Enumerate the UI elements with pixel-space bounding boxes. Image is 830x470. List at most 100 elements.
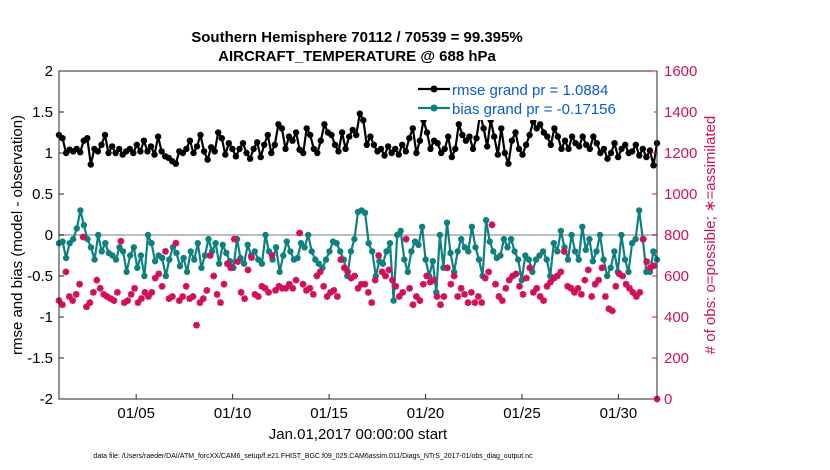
bias-point <box>194 240 201 247</box>
bias-point <box>475 256 483 263</box>
obs-point <box>481 274 489 282</box>
obs-point <box>351 272 359 280</box>
rmse-point <box>406 135 413 142</box>
bias-point <box>102 240 109 247</box>
bias-point <box>244 241 251 248</box>
rmse-point <box>632 141 639 148</box>
obs-point <box>155 270 163 278</box>
rmse-point <box>494 151 501 158</box>
bias-point <box>262 231 269 239</box>
obs-point <box>217 299 224 307</box>
rmse-point <box>264 131 271 139</box>
rmse-point <box>222 151 229 158</box>
obs-point <box>409 301 417 309</box>
rmse-point <box>321 121 328 128</box>
bias-point <box>361 209 369 217</box>
bias-point <box>62 254 70 262</box>
obs-point <box>210 272 218 280</box>
bias-point <box>127 252 134 259</box>
bias-point <box>95 231 102 239</box>
right-tick-label: 1200 <box>664 145 697 162</box>
bias-point <box>390 297 397 304</box>
rmse-point <box>537 121 544 128</box>
rmse-point <box>94 148 102 155</box>
bias-point <box>600 256 607 263</box>
bias-point <box>529 268 536 276</box>
obs-point <box>488 221 496 229</box>
left-tick-label: 0 <box>45 227 53 244</box>
rmse-point <box>381 152 388 159</box>
rmse-point <box>204 156 211 163</box>
bias-point <box>404 268 411 276</box>
rmse-point <box>568 133 576 140</box>
y-axis-left-label: rmse and bias (model - observation) <box>9 115 26 355</box>
obs-point <box>193 321 200 329</box>
rmse-point <box>257 153 264 161</box>
bias-point <box>415 241 422 248</box>
obs-point <box>189 293 197 300</box>
bias-point <box>454 248 461 255</box>
left-tick-label: 1.5 <box>32 104 53 121</box>
bias-point <box>554 248 561 255</box>
obs-point <box>450 272 458 280</box>
bias-point <box>173 249 180 257</box>
bias-point <box>180 254 187 262</box>
rmse-point <box>363 141 370 148</box>
obs-point <box>560 247 568 255</box>
rmse-point <box>254 139 261 146</box>
obs-point <box>296 229 304 237</box>
bias-point <box>490 248 497 255</box>
rmse-point <box>455 121 462 128</box>
rmse-point <box>646 147 654 154</box>
rmse-point <box>98 141 105 148</box>
bias-point <box>365 240 372 247</box>
rmse-point <box>154 133 162 140</box>
obs-point <box>392 282 400 290</box>
left-y-axis: 2 1.5 1 0.5 0 -0.5 -1 -1.5 -2 <box>27 63 64 408</box>
bias-point <box>151 258 159 265</box>
bias-point <box>582 246 589 253</box>
bias-point <box>337 248 344 255</box>
bias-point <box>575 256 582 263</box>
bias-point <box>301 244 308 251</box>
rmse-point <box>384 143 392 150</box>
bias-point <box>119 248 127 255</box>
obs-point <box>461 290 468 298</box>
x-tick-label: 01/20 <box>407 405 445 422</box>
rmse-point <box>331 141 339 148</box>
obs-point <box>179 293 187 300</box>
bias-point <box>258 260 266 267</box>
bias-point <box>347 248 355 255</box>
rmse-point <box>530 118 537 126</box>
rmse-point <box>158 148 165 155</box>
obs-point <box>333 293 341 300</box>
obs-point <box>388 276 396 284</box>
rmse-point <box>101 131 109 139</box>
obs-point <box>110 297 118 305</box>
left-tick-label: 2 <box>45 63 53 80</box>
rmse-point <box>328 131 335 139</box>
rmse-point <box>250 145 257 153</box>
rmse-point <box>639 145 646 153</box>
obs-point <box>454 293 462 300</box>
bias-point <box>511 248 518 255</box>
rmse-point <box>590 133 597 140</box>
bias-point <box>326 248 333 255</box>
obs-point <box>643 258 651 266</box>
bias-point <box>618 231 625 239</box>
bias-point <box>294 254 301 262</box>
bias-point <box>522 252 529 259</box>
x-axis-label: Jan.01,2017 00:00:00 start <box>269 426 448 443</box>
obs-point <box>523 274 530 282</box>
rmse-point <box>409 125 416 132</box>
rmse-point <box>522 141 530 148</box>
bias-point <box>579 223 586 230</box>
obs-point <box>595 276 602 284</box>
obs-point <box>162 247 169 255</box>
obs-point <box>474 293 482 300</box>
obs-point <box>234 258 242 266</box>
obs-point <box>96 284 104 292</box>
obs-point <box>612 282 620 290</box>
obs-point <box>375 252 383 259</box>
bias-point <box>621 256 629 263</box>
